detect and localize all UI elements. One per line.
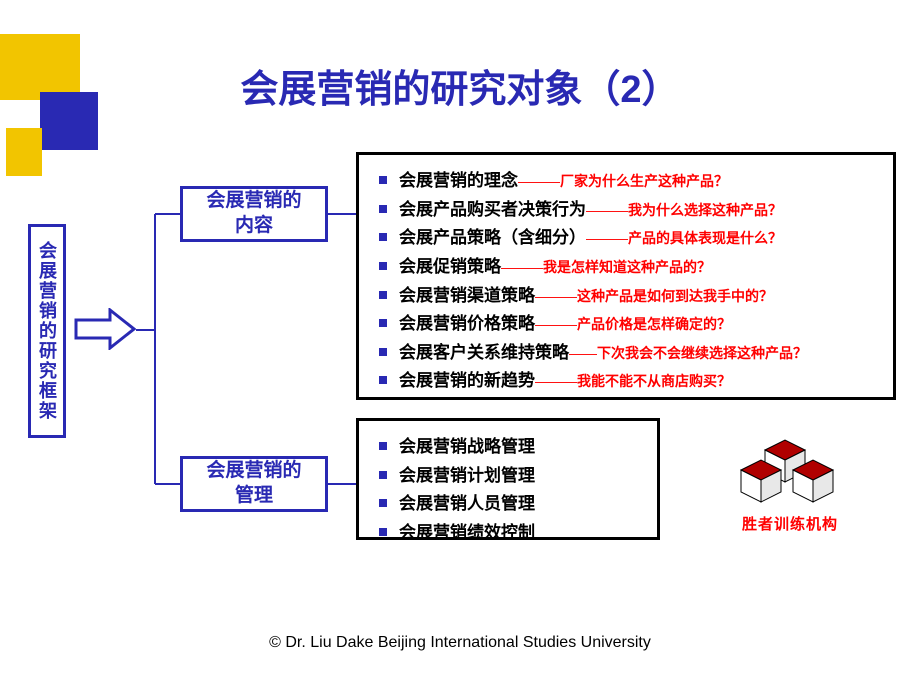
list-item: 会展营销价格策略———产品价格是怎样确定的？ <box>373 312 879 337</box>
item-main-text: 会展营销绩效控制 <box>399 523 535 542</box>
item-dash: ——— <box>586 230 628 246</box>
item-note-text: 我是怎样知道这种产品的？ <box>543 259 711 275</box>
logo: 胜者训练机构 <box>730 428 850 534</box>
item-dash: ——— <box>586 202 628 218</box>
item-main-text: 会展客户关系维持策略 <box>399 343 569 362</box>
logo-cubes-icon <box>735 428 845 508</box>
list-item: 会展营销渠道策略———这种产品是如何到达我手中的？ <box>373 284 879 309</box>
decor-yellow-2 <box>6 128 42 176</box>
branch1-list: 会展营销的理念———厂家为什么生产这种产品？会展产品购买者决策行为———我为什么… <box>356 152 896 400</box>
list-item: 会展营销绩效控制 <box>373 521 643 546</box>
item-main-text: 会展促销策略 <box>399 257 501 276</box>
item-note-text: 这种产品是如何到达我手中的？ <box>577 288 773 304</box>
item-note-text: 我为什么选择这种产品？ <box>628 202 782 218</box>
item-dash: ——— <box>535 316 577 332</box>
list-item: 会展产品策略（含细分）———产品的具体表现是什么？ <box>373 226 879 251</box>
item-note-text: 产品的具体表现是什么？ <box>628 230 782 246</box>
item-main-text: 会展营销的理念 <box>399 171 518 190</box>
branch1-box: 会展营销的内容 <box>180 186 328 242</box>
branch2-box: 会展营销的管理 <box>180 456 328 512</box>
logo-text: 胜者训练机构 <box>730 513 850 534</box>
item-note-text: 产品价格是怎样确定的？ <box>577 316 731 332</box>
item-main-text: 会展营销人员管理 <box>399 494 535 513</box>
list-item: 会展营销计划管理 <box>373 464 643 489</box>
item-dash: ——— <box>535 373 577 389</box>
item-note-text: 下次我会不会继续选择这种产品？ <box>597 345 807 361</box>
item-main-text: 会展营销价格策略 <box>399 314 535 333</box>
block-arrow-icon <box>74 308 136 350</box>
item-note-text: 厂家为什么生产这种产品？ <box>560 173 728 189</box>
list-item: 会展营销战略管理 <box>373 435 643 460</box>
item-dash: ——— <box>501 259 543 275</box>
item-main-text: 会展营销计划管理 <box>399 466 535 485</box>
list-item: 会展营销人员管理 <box>373 492 643 517</box>
list-item: 会展促销策略———我是怎样知道这种产品的？ <box>373 255 879 280</box>
branch2-list: 会展营销战略管理会展营销计划管理会展营销人员管理会展营销绩效控制 <box>356 418 660 540</box>
item-main-text: 会展营销的新趋势 <box>399 371 535 390</box>
item-dash: —— <box>569 345 597 361</box>
list-item: 会展营销的理念———厂家为什么生产这种产品？ <box>373 169 879 194</box>
item-main-text: 会展营销战略管理 <box>399 437 535 456</box>
item-note-text: 我能不能不从商店购买？ <box>577 373 731 389</box>
item-main-text: 会展产品购买者决策行为 <box>399 200 586 219</box>
item-dash: ——— <box>535 288 577 304</box>
root-box: 会展营销的研究框架 <box>28 224 66 438</box>
item-dash: ——— <box>518 173 560 189</box>
item-main-text: 会展营销渠道策略 <box>399 286 535 305</box>
page-title: 会展营销的研究对象（2） <box>0 58 920 113</box>
footer-text: © Dr. Liu Dake Beijing International Stu… <box>0 634 920 652</box>
list-item: 会展客户关系维持策略——下次我会不会继续选择这种产品？ <box>373 341 879 366</box>
list-item: 会展产品购买者决策行为———我为什么选择这种产品？ <box>373 198 879 223</box>
item-main-text: 会展产品策略（含细分） <box>399 228 586 247</box>
list-item: 会展营销的新趋势———我能不能不从商店购买？ <box>373 369 879 394</box>
